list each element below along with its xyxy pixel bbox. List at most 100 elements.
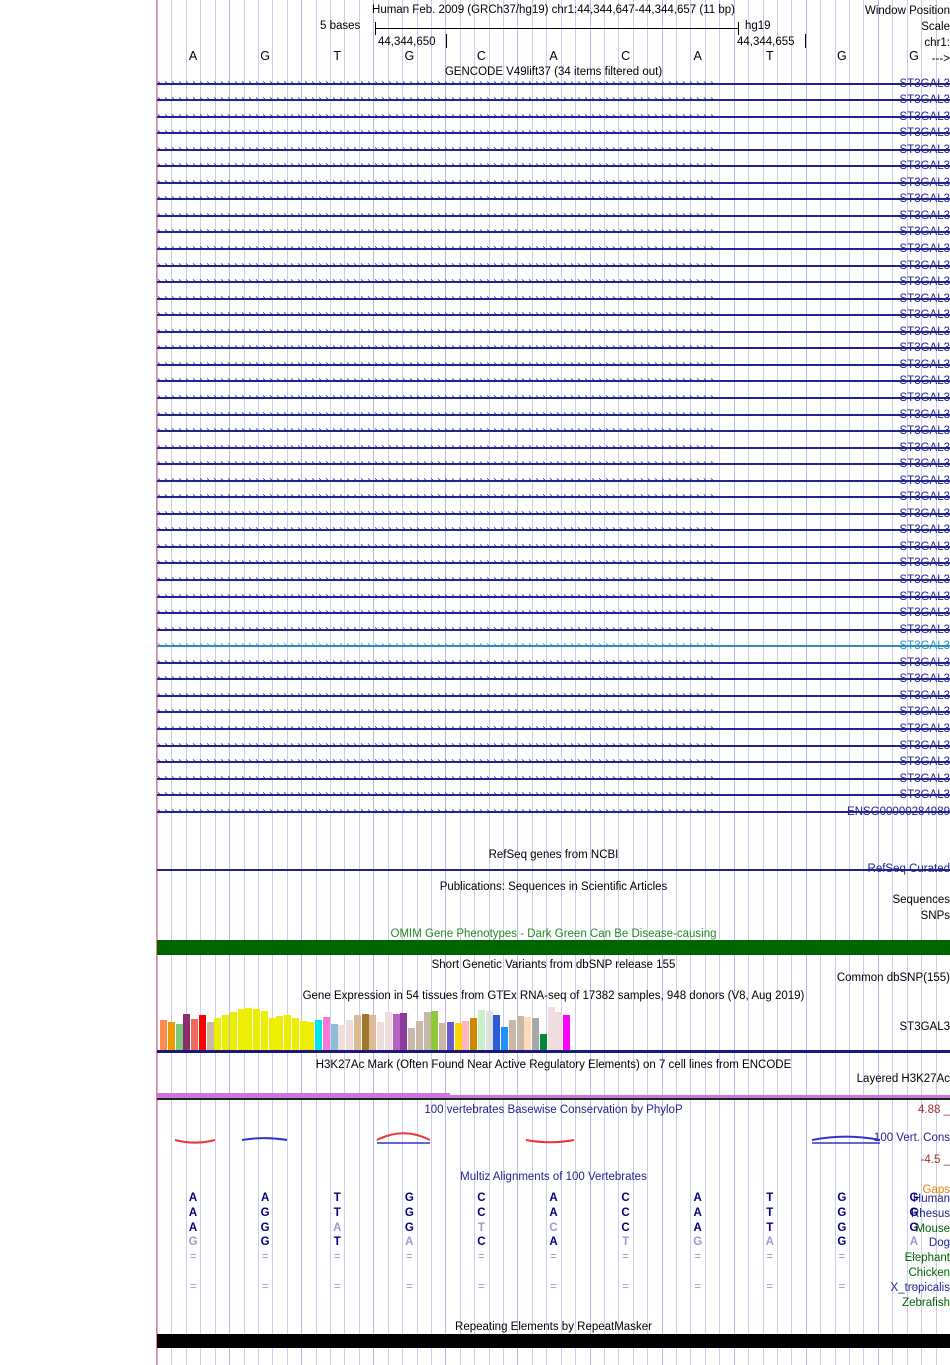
gencode-transcript-row[interactable]: ››››››››››››››››››››››››››››››››››››››››… [157,392,950,403]
gtex-tissue-bar[interactable] [446,1022,454,1050]
gtex-tissue-bar[interactable] [501,1027,508,1050]
gtex-tissue-bar[interactable] [206,1022,214,1050]
h3k27ac-signal-left[interactable] [157,1093,450,1098]
gencode-transcript-row[interactable]: ››››››››››››››››››››››››››››››››››››››››… [157,375,950,386]
gencode-transcript-row[interactable]: ››››››››››››››››››››››››››››››››››››››››… [157,359,950,370]
multiz-species-row[interactable] [157,1296,950,1309]
gtex-tissue-bar[interactable] [532,1018,539,1050]
gencode-transcript-row[interactable]: ››››››››››››››››››››››››››››››››››››››››… [157,309,950,320]
gtex-tissue-bar[interactable] [369,1015,377,1050]
gencode-transcript-row[interactable]: ››››››››››››››››››››››››››››››››››››››››… [157,260,950,271]
gtex-tissue-bar[interactable] [330,1024,338,1050]
refseq-curated-bar[interactable] [157,869,950,871]
gtex-tissue-bar[interactable] [485,1011,493,1050]
gtex-tissue-bar[interactable] [160,1020,167,1050]
gencode-transcript-row[interactable]: ››››››››››››››››››››››››››››››››››››››››… [157,425,950,436]
gtex-tissue-bar[interactable] [555,1012,563,1050]
gtex-gene-label[interactable]: ST3GAL3 [899,1021,950,1033]
gencode-transcript-row[interactable]: ››››››››››››››››››››››››››››››››››››››››… [157,342,950,353]
gtex-tissue-bar[interactable] [571,1040,578,1050]
gencode-transcript-row[interactable]: ››››››››››››››››››››››››››››››››››››››››… [157,276,950,287]
gencode-transcript-row[interactable]: ››››››››››››››››››››››››››››››››››››››››… [157,624,950,635]
gtex-tissue-bar[interactable] [299,1021,307,1050]
gtex-expression-barchart[interactable] [157,1006,950,1050]
multiz-species-row[interactable]: = = = = = = = = = = = [157,1251,950,1264]
gencode-transcript-row[interactable]: ››››››››››››››››››››››››››››››››››››››››… [157,193,950,204]
gencode-transcript-row[interactable]: ››››››››››››››››››››››››››››››››››››››››… [157,706,950,717]
gtex-tissue-bar[interactable] [268,1018,276,1050]
gencode-transcript-row[interactable]: ››››››››››››››››››››››››››››››››››››››››… [157,690,950,701]
gtex-tissue-bar[interactable] [539,1034,547,1050]
gencode-transcript-row[interactable]: ››››››››››››››››››››››››››››››››››››››››… [157,806,950,817]
gtex-tissue-bar[interactable] [423,1012,431,1050]
gencode-transcript-row[interactable]: ››››››››››››››››››››››››››››››››››››››››… [157,591,950,602]
gtex-tissue-bar[interactable] [547,1007,555,1050]
gtex-tissue-bar[interactable] [408,1028,415,1050]
phylop-label[interactable]: 100 Vert. Cons [873,1132,950,1144]
gtex-tissue-bar[interactable] [222,1015,229,1050]
gencode-transcript-row[interactable]: ››››››››››››››››››››››››››››››››››››››››… [157,508,950,519]
gencode-transcript-row[interactable]: ››››››››››››››››››››››››››››››››››››››››… [157,491,950,502]
gtex-tissue-bar[interactable] [563,1015,570,1050]
omim-genes-bar[interactable] [157,940,950,955]
h3k27ac-label[interactable]: Layered H3K27Ac [856,1073,950,1085]
gencode-transcript-row[interactable]: ››››››››››››››››››››››››››››››››››››››››… [157,541,950,552]
gtex-tissue-bar[interactable] [229,1012,237,1050]
gtex-tissue-bar[interactable] [462,1021,470,1050]
gencode-transcript-row[interactable]: ››››››››››››››››››››››››››››››››››››››››… [157,607,950,618]
gencode-transcript-row[interactable]: ››››››››››››››››››››››››››››››››››››››››… [157,557,950,568]
gtex-tissue-bar[interactable] [431,1011,439,1050]
gencode-transcript-row[interactable]: ››››››››››››››››››››››››››››››››››››››››… [157,673,950,684]
gencode-transcript-row[interactable]: ››››››››››››››››››››››››››››››››››››››››… [157,94,950,105]
gencode-transcript-row[interactable]: ››››››››››››››››››››››››››››››››››››››››… [157,210,950,221]
gtex-tissue-bar[interactable] [493,1015,501,1050]
gencode-transcript-row[interactable]: ››››››››››››››››››››››››››››››››››››››››… [157,111,950,122]
data-panel[interactable] [157,0,950,1365]
publications-sequences-label[interactable]: Sequences [892,894,950,906]
gtex-tissue-bar[interactable] [322,1017,330,1050]
gtex-tissue-bar[interactable] [516,1016,524,1050]
gencode-transcript-row[interactable]: ››››››››››››››››››››››››››››››››››››››››… [157,657,950,668]
gtex-tissue-bar[interactable] [353,1015,361,1050]
gtex-tissue-bar[interactable] [377,1022,384,1050]
gtex-tissue-bar[interactable] [524,1017,532,1050]
gencode-transcript-row[interactable]: ››››››››››››››››››››››››››››››››››››››››… [157,293,950,304]
gencode-transcript-row[interactable]: ››››››››››››››››››››››››››››››››››››››››… [157,177,950,188]
multiz-species-label[interactable]: Dog [928,1237,950,1250]
gencode-transcript-row[interactable]: ››››››››››››››››››››››››››››››››››››››››… [157,409,950,420]
gencode-transcript-row[interactable]: ››››››››››››››››››››››››››››››››››››››››… [157,78,950,89]
gtex-tissue-bar[interactable] [260,1011,268,1050]
multiz-species-row[interactable] [157,1266,950,1279]
gtex-tissue-bar[interactable] [454,1023,462,1050]
gencode-transcript-row[interactable]: ››››››››››››››››››››››››››››››››››››››››… [157,723,950,734]
gencode-transcript-row[interactable]: ››››››››››››››››››››››››››››››››››››››››… [157,789,950,800]
gencode-transcript-row[interactable]: ››››››››››››››››››››››››››››››››››››››››… [157,740,950,751]
gtex-tissue-bar[interactable] [508,1020,516,1050]
multiz-species-row[interactable]: = = = = = = = = = = = [157,1281,950,1294]
publications-snps-label[interactable]: SNPs [920,910,950,922]
gtex-tissue-bar[interactable] [167,1022,175,1050]
gencode-transcript-row[interactable]: ››››››››››››››››››››››››››››››››››››››››… [157,458,950,469]
gtex-tissue-bar[interactable] [284,1015,291,1050]
multiz-gaps-label[interactable]: Gaps [922,1184,950,1196]
gtex-tissue-bar[interactable] [477,1010,485,1050]
multiz-species-label[interactable]: Rhesus [911,1207,950,1220]
dbsnp-label[interactable]: Common dbSNP(155) [836,972,950,984]
gencode-transcript-row[interactable]: ››››››››››››››››››››››››››››››››››››››››… [157,226,950,237]
gtex-tissue-bar[interactable] [183,1014,191,1050]
gencode-transcript-row[interactable]: ››››››››››››››››››››››››››››››››››››››››… [157,475,950,486]
gtex-tissue-bar[interactable] [191,1019,198,1050]
h3k27ac-signal-right[interactable] [450,1095,950,1098]
multiz-species-label[interactable]: Elephant [904,1252,950,1265]
gtex-tissue-bar[interactable] [307,1022,315,1050]
gencode-transcript-row[interactable]: ››››››››››››››››››››››››››››››››››››››››… [157,773,950,784]
gtex-tissue-bar[interactable] [315,1020,322,1050]
gencode-transcript-row[interactable]: ››››››››››››››››››››››››››››››››››››››››… [157,524,950,535]
gtex-tissue-bar[interactable] [400,1013,408,1050]
gencode-transcript-row[interactable]: ››››››››››››››››››››››››››››››››››››››››… [157,243,950,254]
multiz-species-label[interactable]: Mouse [915,1222,950,1235]
gtex-tissue-bar[interactable] [198,1015,206,1050]
gencode-transcript-row[interactable]: ››››››››››››››››››››››››››››››››››››››››… [157,756,950,767]
